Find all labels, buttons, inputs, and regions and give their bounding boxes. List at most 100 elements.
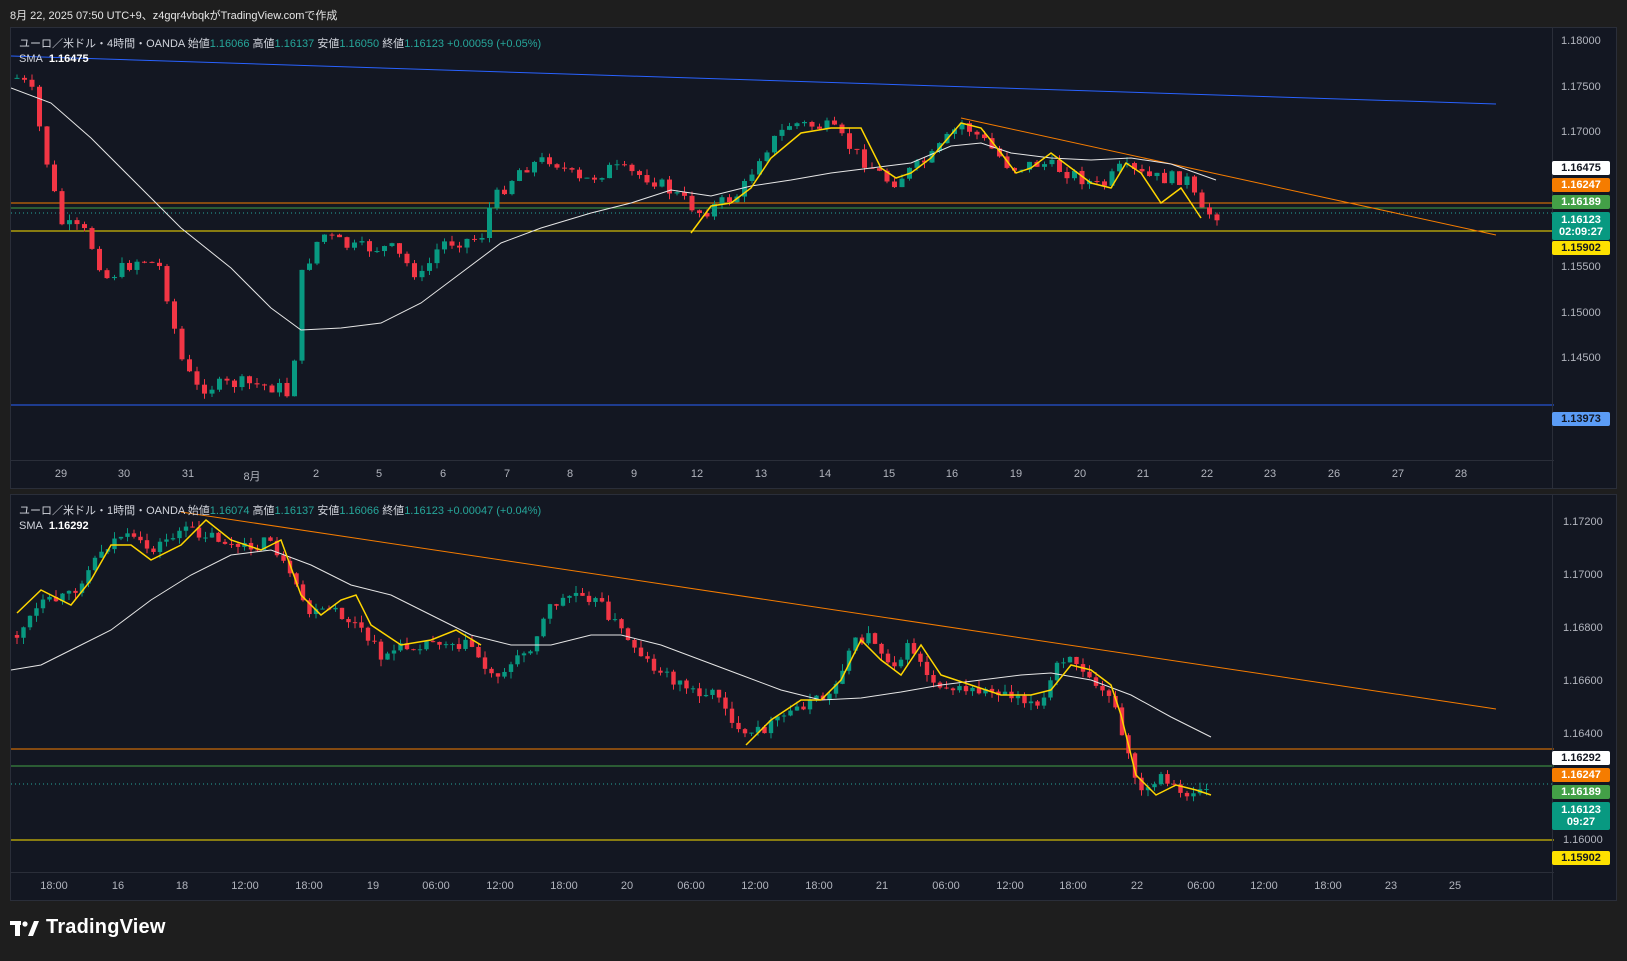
line-price-tag-yellow: 1.15902 bbox=[1552, 241, 1610, 255]
candle-body bbox=[652, 182, 657, 187]
candle-body bbox=[1139, 168, 1145, 172]
candle-body bbox=[749, 174, 755, 181]
candle-body bbox=[144, 540, 150, 549]
price-axis-1h[interactable]: 1.17200 1.17000 1.16800 1.16600 1.16400 … bbox=[1552, 495, 1616, 900]
tradingview-logo-text: TradingView bbox=[46, 916, 166, 938]
candle-body bbox=[802, 122, 807, 124]
candle-body bbox=[716, 689, 722, 698]
low-label: 安値 bbox=[317, 38, 340, 50]
candle-body bbox=[742, 180, 747, 197]
candle-body bbox=[1169, 171, 1175, 184]
candle-body bbox=[532, 161, 537, 173]
candlestick-chart-1h[interactable] bbox=[11, 495, 1554, 874]
time-tick: 7 bbox=[503, 468, 511, 480]
candle-body bbox=[322, 234, 327, 242]
candle-body bbox=[1207, 207, 1212, 215]
candle-body bbox=[66, 590, 72, 594]
candle-body bbox=[47, 596, 52, 600]
candle-body bbox=[262, 384, 267, 386]
candle-body bbox=[183, 526, 189, 531]
candle-body bbox=[704, 213, 710, 217]
candle-body bbox=[1145, 787, 1151, 791]
trendline-blue bbox=[11, 55, 1497, 105]
candle-body bbox=[989, 138, 995, 149]
time-tick: 12:00 bbox=[996, 880, 1024, 892]
low-value: 1.16050 bbox=[339, 38, 380, 50]
sma-legend-1h[interactable]: SMA 1.16292 bbox=[19, 520, 89, 532]
candle-body bbox=[142, 261, 147, 263]
chart-pane-1h[interactable]: ユーロ／米ドル・1時間・OANDA 始値1.16074 高値1.16137 安値… bbox=[10, 494, 1617, 901]
candle-body bbox=[320, 608, 325, 610]
time-axis-4h[interactable]: 29 30 31 8月 2 5 6 7 8 9 12 13 14 15 16 19 20 21 22 23 26 27 28 bbox=[11, 460, 1554, 488]
candle-body bbox=[177, 530, 182, 539]
chart-pane-4h[interactable]: ユーロ／米ドル・4時間・OANDA 始値1.16066 高値1.16137 安値… bbox=[10, 27, 1617, 489]
price-tick: 1.14500 bbox=[1561, 352, 1601, 364]
time-tick: 6 bbox=[439, 468, 447, 480]
time-tick: 06:00 bbox=[1187, 880, 1215, 892]
candle-body bbox=[853, 637, 858, 651]
symbol-title[interactable]: ユーロ／米ドル・1時間・OANDA bbox=[19, 505, 185, 517]
candle-body bbox=[164, 266, 170, 302]
candle-body bbox=[411, 649, 416, 651]
candle-body bbox=[196, 527, 202, 538]
candle-body bbox=[1061, 662, 1066, 664]
time-tick: 18 bbox=[175, 880, 189, 892]
time-tick: 18:00 bbox=[1059, 880, 1087, 892]
candle-body bbox=[1064, 171, 1070, 179]
candle-body bbox=[1192, 176, 1197, 193]
candle-body bbox=[584, 177, 590, 179]
candle-body bbox=[775, 716, 780, 721]
candle-body bbox=[757, 161, 762, 175]
candle-body bbox=[671, 671, 676, 685]
sma-label: SMA bbox=[19, 520, 43, 532]
close-value: 1.16123 bbox=[404, 505, 444, 517]
candle-body bbox=[957, 686, 962, 691]
candle-body bbox=[1199, 192, 1205, 208]
candle-body bbox=[495, 673, 501, 677]
time-tick: 20 bbox=[1073, 468, 1087, 480]
candle-body bbox=[419, 270, 425, 278]
candle-body bbox=[367, 241, 372, 252]
candle-body bbox=[515, 655, 520, 665]
candle-body bbox=[899, 178, 905, 188]
candle-body bbox=[437, 641, 442, 645]
time-tick: 19 bbox=[1009, 468, 1023, 480]
candle-body bbox=[292, 360, 297, 397]
candle-body bbox=[352, 622, 358, 624]
candle-body bbox=[1154, 172, 1160, 177]
time-tick: 21 bbox=[1136, 468, 1150, 480]
candlestick-chart-4h[interactable] bbox=[11, 28, 1554, 462]
price-axis-4h[interactable]: 1.18000 1.17500 1.17000 1.15500 1.15000 … bbox=[1552, 28, 1616, 488]
bar-countdown: 02:09:27 bbox=[1558, 226, 1604, 238]
candle-body bbox=[1184, 176, 1190, 185]
candle-body bbox=[1072, 170, 1077, 179]
candle-body bbox=[599, 178, 605, 180]
candle-body bbox=[427, 263, 432, 271]
candle-body bbox=[963, 686, 969, 692]
candle-body bbox=[424, 641, 429, 650]
candle-body bbox=[989, 688, 995, 692]
time-tick: 06:00 bbox=[422, 880, 450, 892]
sma-legend-4h[interactable]: SMA 1.16475 bbox=[19, 53, 89, 65]
sma-line bbox=[11, 549, 1212, 738]
candle-body bbox=[391, 650, 397, 654]
tradingview-logo[interactable]: TradingView bbox=[10, 916, 166, 939]
candle-body bbox=[614, 164, 620, 166]
time-tick: 2 bbox=[312, 468, 320, 480]
candle-body bbox=[372, 640, 377, 642]
candle-body bbox=[632, 639, 637, 648]
candle-body bbox=[99, 551, 104, 558]
candle-body bbox=[554, 604, 559, 606]
candle-body bbox=[339, 607, 345, 620]
candle-body bbox=[612, 619, 618, 621]
candle-body bbox=[239, 376, 245, 388]
candle-body bbox=[412, 263, 417, 278]
symbol-title[interactable]: ユーロ／米ドル・4時間・OANDA bbox=[19, 38, 185, 50]
candle-body bbox=[824, 120, 830, 129]
candle-body bbox=[788, 710, 793, 716]
price-tick: 1.16800 bbox=[1563, 622, 1603, 634]
candle-body bbox=[216, 532, 221, 542]
time-tick: 9 bbox=[630, 468, 638, 480]
time-axis-1h[interactable]: 18:00 16 18 12:00 18:00 19 06:00 12:00 18:00 20 06… bbox=[11, 872, 1554, 900]
candle-body bbox=[884, 170, 890, 182]
